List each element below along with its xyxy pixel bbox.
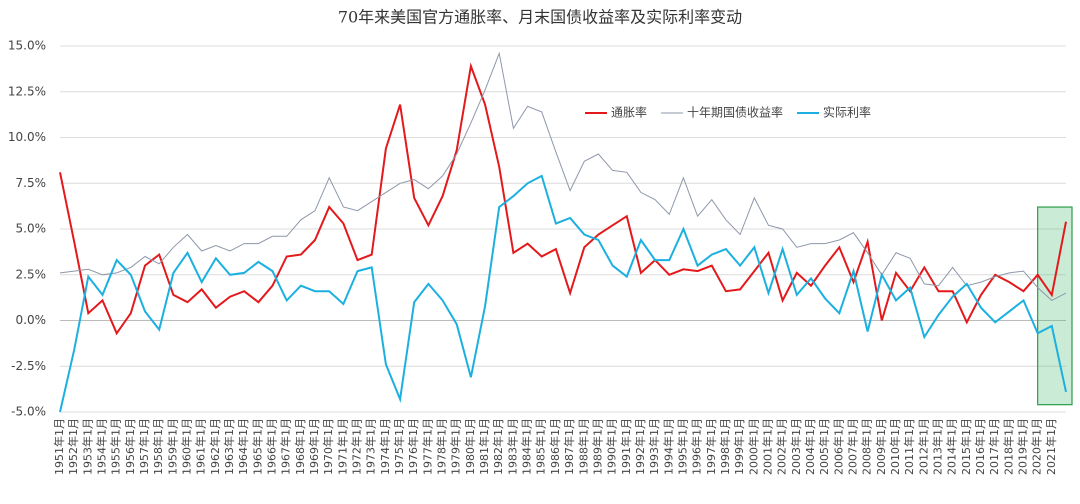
x-tick-label: 2006年1月	[831, 418, 845, 475]
x-tick-label: 1978年1月	[435, 418, 449, 475]
x-tick-label: 2002年1月	[775, 418, 789, 475]
x-tick-label: 1969年1月	[307, 418, 321, 475]
x-tick-label: 2000年1月	[746, 418, 760, 475]
x-tick-label: 1999年1月	[732, 418, 746, 475]
x-tick-label: 1984年1月	[520, 418, 534, 475]
legend-label: 实际利率	[823, 105, 871, 120]
y-tick-label: 0.0%	[16, 313, 47, 327]
x-tick-label: 1981年1月	[477, 418, 491, 475]
x-tick-label: 1992年1月	[633, 418, 647, 475]
x-tick-label: 1973年1月	[364, 418, 378, 475]
x-tick-label: 2017年1月	[987, 418, 1001, 475]
x-tick-label: 1994年1月	[661, 418, 675, 475]
x-tick-label: 1986年1月	[548, 418, 562, 475]
x-tick-label: 1980年1月	[463, 418, 477, 475]
x-tick-label: 1977年1月	[420, 418, 434, 475]
x-tick-label: 1991年1月	[619, 418, 633, 475]
series-line	[59, 174, 1067, 413]
x-tick-label: 1962年1月	[208, 418, 222, 475]
y-tick-label: 10.0%	[8, 130, 46, 144]
x-tick-label: 1979年1月	[449, 418, 463, 475]
x-tick-label: 1997年1月	[704, 418, 718, 475]
x-tick-label: 1966年1月	[265, 418, 279, 475]
x-tick-label: 1965年1月	[250, 418, 264, 475]
x-tick-label: 2020年1月	[1030, 418, 1044, 475]
x-tick-label: 1972年1月	[350, 418, 364, 475]
x-tick-label: 2016年1月	[973, 418, 987, 475]
x-tick-label: 1953年1月	[80, 418, 94, 475]
chart-title: 70年来美国官方通胀率、月末国债收益率及实际利率变动	[338, 8, 742, 27]
x-tick-label: 1976年1月	[406, 418, 420, 475]
x-tick-label: 2007年1月	[845, 418, 859, 475]
x-tick-label: 1960年1月	[180, 418, 194, 475]
x-tick-label: 1975年1月	[392, 418, 406, 475]
legend-label: 十年期国债收益率	[687, 105, 783, 120]
x-tick-label: 2015年1月	[959, 418, 973, 475]
x-tick-label: 1957年1月	[137, 418, 151, 475]
x-tick-label: 1995年1月	[675, 418, 689, 475]
x-tick-label: 1990年1月	[605, 418, 619, 475]
x-tick-label: 1988年1月	[576, 418, 590, 475]
y-tick-label: 2.5%	[16, 267, 47, 281]
x-tick-label: 1961年1月	[194, 418, 208, 475]
x-tick-label: 1958年1月	[151, 418, 165, 475]
x-tick-label: 2004年1月	[803, 418, 817, 475]
x-tick-label: 1982年1月	[491, 418, 505, 475]
x-tick-label: 2013年1月	[930, 418, 944, 475]
x-tick-label: 2010年1月	[888, 418, 902, 475]
x-tick-label: 1987年1月	[562, 418, 576, 475]
x-tick-label: 1959年1月	[165, 418, 179, 475]
x-tick-label: 1998年1月	[718, 418, 732, 475]
x-tick-label: 2018年1月	[1001, 418, 1015, 475]
x-tick-label: 1971年1月	[335, 418, 349, 475]
x-tick-label: 1956年1月	[123, 418, 137, 475]
x-tick-label: 2019年1月	[1015, 418, 1029, 475]
x-tick-label: 2014年1月	[945, 418, 959, 475]
y-tick-label: 15.0%	[8, 39, 46, 53]
legend-label: 通胀率	[611, 105, 647, 120]
y-tick-label: -5.0%	[11, 405, 46, 419]
x-tick-label: 1952年1月	[66, 418, 80, 475]
x-tick-label: 1955年1月	[109, 418, 123, 475]
x-tick-label: 2008年1月	[860, 418, 874, 475]
x-tick-label: 2021年1月	[1044, 418, 1058, 475]
x-tick-label: 1985年1月	[534, 418, 548, 475]
y-tick-label: 12.5%	[8, 84, 46, 98]
x-tick-label: 1967年1月	[279, 418, 293, 475]
x-tick-label: 2001年1月	[760, 418, 774, 475]
series-line	[59, 51, 1067, 302]
x-tick-label: 2009年1月	[874, 418, 888, 475]
x-tick-label: 1983年1月	[505, 418, 519, 475]
x-tick-label: 1993年1月	[647, 418, 661, 475]
x-tick-label: 1989年1月	[590, 418, 604, 475]
x-tick-label: 1970年1月	[321, 418, 335, 475]
highlight-box	[1037, 206, 1073, 406]
x-tick-label: 1968年1月	[293, 418, 307, 475]
x-tick-label: 2011年1月	[902, 418, 916, 475]
x-tick-label: 2003年1月	[789, 418, 803, 475]
x-tick-label: 1951年1月	[52, 418, 66, 475]
x-tick-label: 1996年1月	[690, 418, 704, 475]
x-tick-label: 1963年1月	[222, 418, 236, 475]
y-tick-label: -2.5%	[11, 359, 46, 373]
series-line	[59, 62, 1067, 336]
x-tick-label: 1954年1月	[95, 418, 109, 475]
x-tick-label: 1974年1月	[378, 418, 392, 475]
x-tick-label: 1964年1月	[236, 418, 250, 475]
y-tick-label: 7.5%	[16, 176, 47, 190]
x-tick-label: 2005年1月	[817, 418, 831, 475]
y-tick-label: 5.0%	[16, 222, 47, 236]
x-tick-label: 2012年1月	[916, 418, 930, 475]
